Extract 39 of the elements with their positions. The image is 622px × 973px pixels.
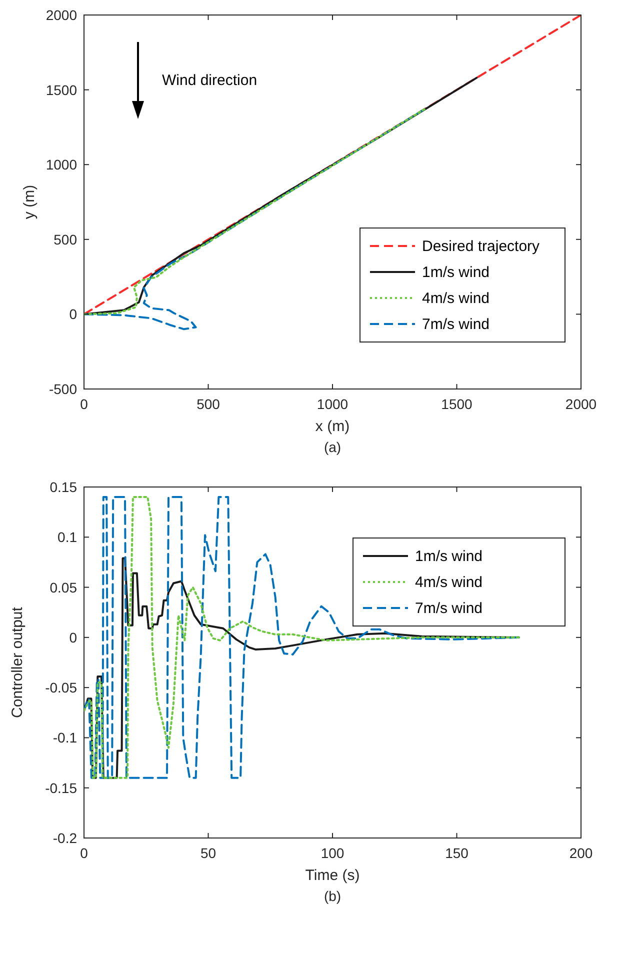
x-tick-label: 2000 (565, 396, 597, 412)
x-axis-title: x (m) (315, 418, 350, 435)
annotation: Wind direction (162, 72, 258, 89)
legend-label: 1m/s wind (415, 548, 483, 565)
legend-label: 7m/s wind (415, 600, 483, 617)
text: (b) (324, 888, 342, 904)
y-tick-label: 2000 (46, 7, 78, 23)
y-tick-label: 0.1 (58, 529, 78, 546)
x-tick-label: 0 (80, 396, 88, 412)
legend-label: 4m/s wind (422, 290, 490, 307)
y-tick-label: 0.15 (50, 479, 78, 495)
x-tick-label: 200 (569, 845, 593, 861)
x-tick-label: 150 (445, 845, 469, 861)
y-axis-title: y (m) (21, 184, 38, 220)
x-axis-title: Time (s) (305, 867, 360, 884)
y-tick-label: -0.15 (45, 780, 78, 796)
x-tick-label: 100 (320, 845, 344, 861)
text: (a) (324, 439, 342, 455)
legend-label: 7m/s wind (422, 316, 490, 333)
legend-label: 1m/s wind (422, 264, 490, 281)
y-tick-label: 500 (54, 231, 78, 248)
legend-label: Desired trajectory (422, 238, 540, 255)
x-tick-label: 1500 (441, 396, 473, 412)
y-tick-label: -0.1 (52, 730, 78, 746)
x-tick-label: 50 (200, 845, 216, 861)
y-tick-label: 0.05 (50, 579, 78, 596)
y-tick-label: -0.2 (52, 830, 78, 846)
y-tick-label: -0.05 (45, 680, 78, 696)
y-tick-label: 1500 (46, 82, 78, 98)
y-axis-title: Controller output (9, 606, 26, 718)
y-tick-label: 1000 (46, 156, 78, 173)
x-tick-label: 500 (196, 396, 220, 412)
y-tick-label: 0 (69, 306, 78, 322)
y-tick-label: -500 (48, 381, 78, 397)
y-tick-label: 0 (69, 629, 78, 646)
x-tick-label: 1000 (316, 396, 348, 412)
line-series (84, 496, 520, 779)
legend-label: 4m/s wind (415, 574, 483, 591)
x-tick-label: 0 (80, 845, 88, 861)
